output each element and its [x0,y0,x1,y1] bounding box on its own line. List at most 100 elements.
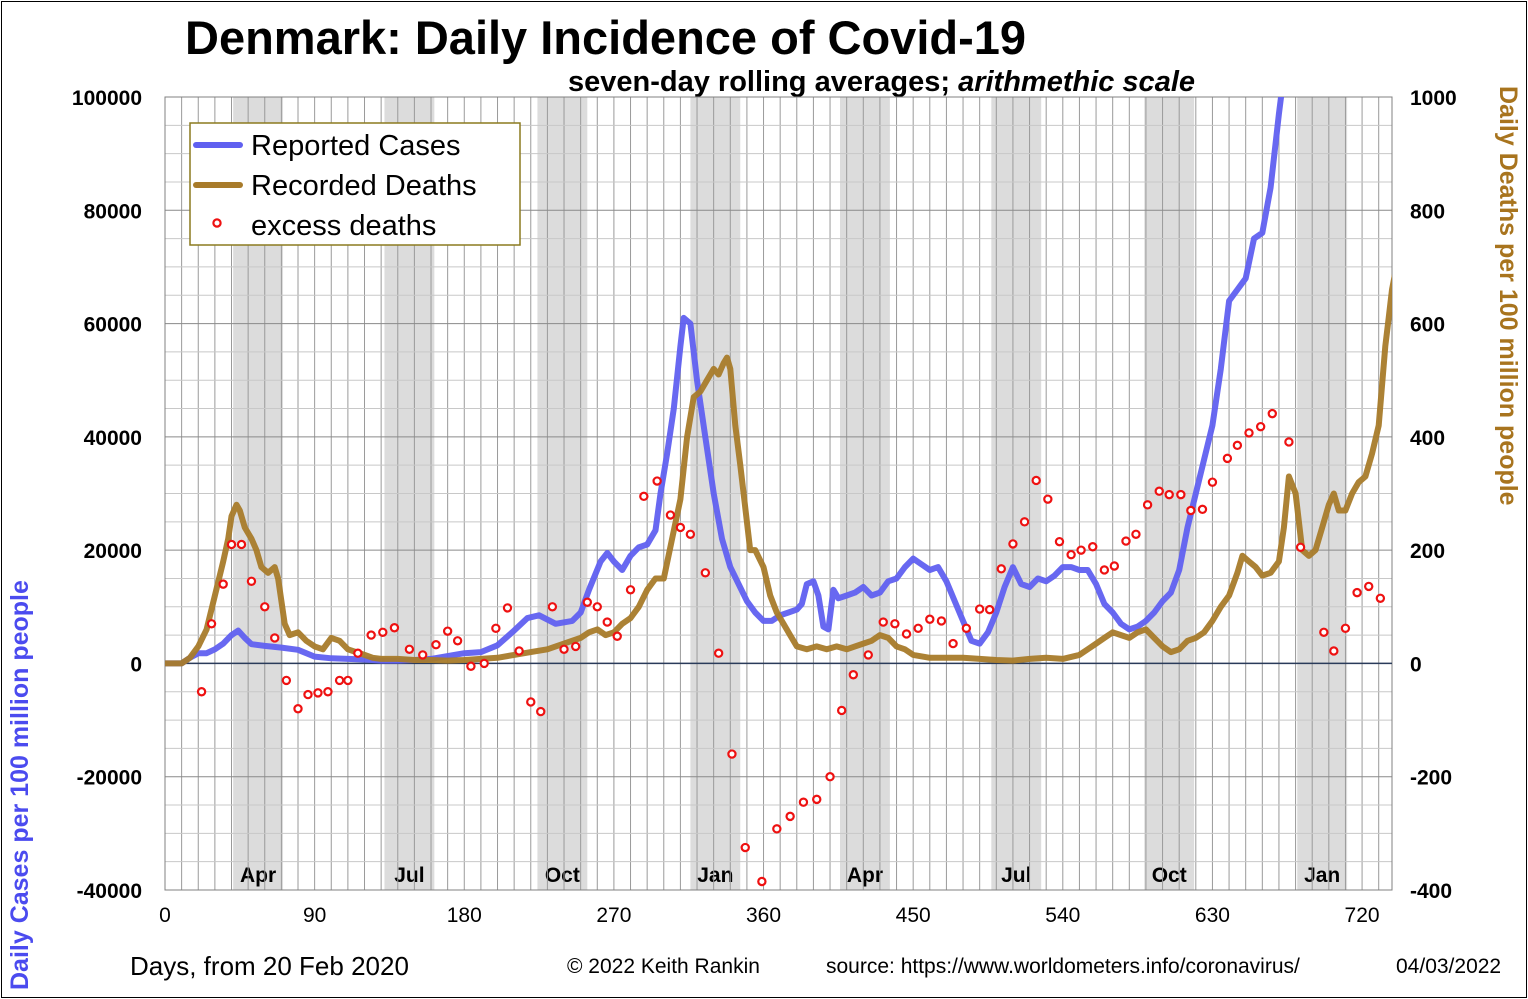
excess-death-point [343,675,353,686]
excess-death-point [404,644,415,654]
excess-death-point [547,602,558,612]
y-axis-right-label: Daily Deaths per 100 million people [1494,86,1522,506]
excess-death-point [1329,646,1339,656]
excess-death-point [323,687,333,697]
month-band-label: Apr [240,864,276,887]
y-tick-label-left: 100000 [72,87,142,110]
x-axis-label: Days, from 20 Feb 2020 [130,951,409,981]
excess-death-point [727,749,737,759]
y-tick-label-left: 80000 [84,200,142,223]
excess-death-point [825,772,835,782]
excess-death-point [1043,494,1053,504]
excess-death-point [925,614,935,624]
excess-death-point [996,564,1006,574]
y-tick-label-right: -200 [1410,767,1452,790]
excess-death-point [1142,500,1153,510]
excess-death-point [836,705,847,716]
excess-death-point [366,630,376,640]
excess-death-point [452,636,463,646]
excess-death-point [281,675,292,686]
excess-death-point [1340,623,1351,634]
excess-death-point [1076,545,1086,555]
excess-death-point [226,539,237,550]
excess-death-point [582,597,593,607]
excess-death-point [665,510,676,520]
excess-death-point [913,623,923,634]
excess-death-point [1319,627,1329,637]
y-axis-left-label: Daily Cases per 100 million people [6,580,34,990]
chart-subtitle-italic: arithmethic scale [958,66,1196,98]
x-tick-label: 450 [896,904,931,927]
excess-death-point [431,640,441,650]
y-tick-label-left: 60000 [84,314,142,337]
legend-label: Reported Cases [251,130,461,162]
excess-death-point [1066,549,1076,560]
legend-label: excess deaths [251,210,436,242]
excess-death-point [1364,581,1374,592]
excess-death-point [1232,440,1243,451]
excess-death-point [612,631,622,641]
y-tick-label-right: 400 [1410,427,1445,450]
y-tick-label-right: 800 [1410,200,1445,223]
excess-death-point [1284,437,1294,447]
excess-death-point [700,568,711,578]
excess-death-point [479,658,489,669]
source-text: source: https://www.worldometers.info/co… [826,955,1300,978]
excess-death-point [1267,408,1277,419]
month-band-label: Oct [545,864,580,887]
month-band-label: Jul [1001,864,1031,887]
x-tick-label: 630 [1195,904,1230,927]
excess-death-point [1099,565,1110,575]
excess-death-point [303,689,313,700]
month-band-label: Jan [697,864,733,887]
excess-death-point [196,687,207,697]
excess-death-point [592,602,602,612]
excess-death-point [418,650,428,660]
month-band-label: Oct [1152,864,1187,887]
excess-death-point [502,603,513,613]
excess-death-point [218,579,228,589]
date-text: 04/03/2022 [1396,955,1502,978]
excess-death-point [442,626,453,636]
copyright-text: © 2022 Keith Rankin [567,955,760,978]
excess-death-point [236,539,247,550]
excess-death-point [812,794,822,805]
excess-death-points [196,408,1386,887]
x-tick-label: 720 [1345,904,1380,927]
excess-death-point [1019,517,1030,527]
excess-death-point [974,604,985,614]
x-tick-label: 360 [746,904,781,927]
excess-death-point [1255,421,1266,432]
chart-subtitle: seven-day rolling averages; arithmethic … [566,66,1198,99]
excess-death-point [785,811,795,822]
excess-death-point [798,797,809,807]
month-band-label: Jan [1304,864,1340,887]
excess-death-point [491,623,501,634]
y-tick-label-right: 0 [1410,653,1422,676]
excess-death-point [378,627,388,637]
excess-death-point [652,476,662,486]
series-lines [165,97,1392,667]
excess-death-point [559,644,569,654]
excess-death-point [1131,529,1141,539]
month-band-label: Apr [847,864,883,887]
month-band-label: Jul [394,864,424,887]
excess-death-point [514,646,524,656]
excess-death-point [602,617,612,627]
excess-death-point [353,648,363,658]
excess-death-point [675,522,686,533]
excess-death-point [1197,504,1208,515]
x-tick-label: 180 [447,904,482,927]
excess-death-point [1121,536,1131,546]
chart-subtitle-main: seven-day rolling averages; [568,66,959,98]
excess-death-point [389,623,400,633]
y-tick-label-left: 40000 [84,427,142,450]
excess-death-point [890,619,900,629]
excess-death-point [526,697,536,707]
y-tick-label-right: 600 [1410,314,1445,337]
excess-death-point [685,529,696,539]
excess-death-point [260,602,270,612]
excess-death-point [961,623,972,634]
